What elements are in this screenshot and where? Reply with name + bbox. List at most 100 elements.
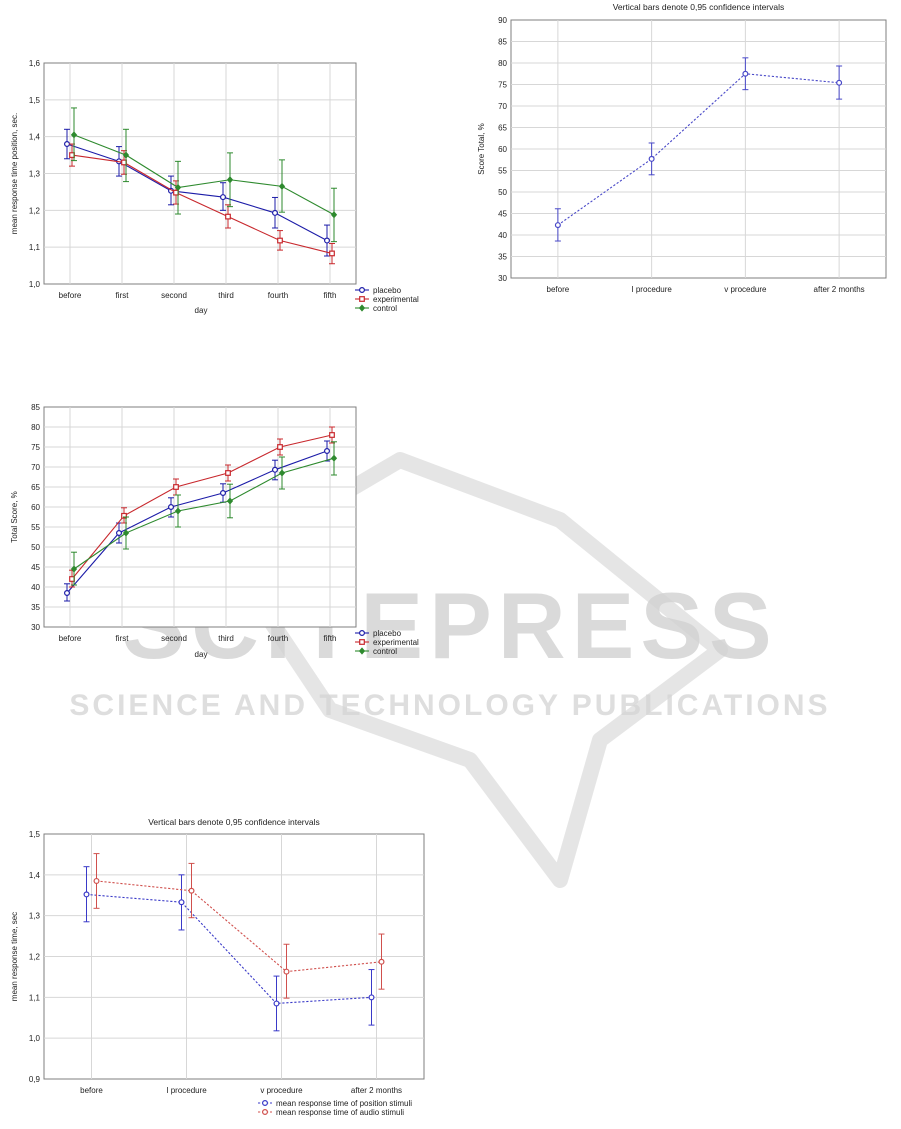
data-point: [122, 151, 130, 159]
legend-marker: [359, 287, 366, 294]
data-point: [277, 444, 283, 450]
data-point: [168, 503, 175, 510]
x-tick-label: third: [218, 291, 234, 300]
series: [83, 866, 375, 1032]
data-point: [378, 958, 385, 965]
x-tick-label: I procedure: [166, 1086, 207, 1095]
data-point: [368, 994, 375, 1001]
data-point: [63, 141, 70, 148]
data-point: [220, 194, 227, 201]
legend-label: experimental: [373, 638, 419, 647]
x-axis-title: day: [195, 306, 208, 315]
watermark-tagline: SCIENCE AND TECHNOLOGY PUBLICATIONS: [69, 689, 830, 722]
y-tick-label: 1,5: [29, 96, 41, 105]
y-tick-label: 1,0: [29, 280, 41, 289]
data-point: [272, 466, 279, 473]
data-point: [174, 507, 182, 515]
y-tick-label: 1,6: [29, 59, 41, 68]
data-point: [329, 250, 335, 257]
x-tick-label: fifth: [324, 634, 337, 643]
data-point: [278, 469, 286, 477]
x-axis-title: day: [195, 650, 208, 659]
data-point: [121, 512, 127, 519]
data-point: [173, 484, 179, 490]
data-point: [554, 222, 561, 229]
x-tick-label: before: [80, 1086, 103, 1095]
data-point: [226, 176, 234, 184]
y-tick-label: 85: [498, 38, 507, 47]
y-tick-label: 70: [31, 463, 40, 472]
legend-label: mean response time of position stimuli: [276, 1099, 412, 1108]
legend-marker: [262, 1109, 269, 1116]
chart-svg: 30 35 40 45 50 55 60 65 70 75 80 85 before first secon…: [10, 403, 419, 659]
y-axis-title: Score Total, %: [477, 123, 486, 174]
data-point: [122, 529, 130, 537]
y-axis-title: Total Score, %: [10, 491, 19, 543]
x-tick-label: first: [116, 634, 130, 643]
chart-title: Vertical bars denote 0,95 confidence int…: [613, 2, 785, 12]
y-tick-label: 55: [31, 523, 40, 532]
series-line: [86, 893, 372, 1005]
y-tick-label: 35: [31, 603, 40, 612]
legend-marker: [358, 647, 366, 655]
y-tick-label: 60: [31, 503, 40, 512]
y-tick-label: 75: [498, 81, 507, 90]
series-line: [66, 450, 328, 594]
legend: mean response time of position stimulime…: [258, 1099, 412, 1117]
series-line: [96, 880, 382, 973]
data-point: [324, 237, 331, 244]
data-point: [220, 489, 227, 496]
data-point: [225, 470, 231, 476]
data-point: [225, 213, 231, 220]
chart-score-total-procedures: 30 35 40 45 50 55 60 65 70 75 80 85 90 before I proced…: [470, 0, 895, 300]
chart-svg: 30 35 40 45 50 55 60 65 70 75 80 85 90 before I proced…: [477, 2, 887, 294]
y-tick-label: 1,4: [29, 133, 41, 142]
y-tick-label: 50: [498, 188, 507, 197]
series-line: [71, 154, 333, 254]
series: [69, 143, 335, 265]
series-line: [557, 73, 840, 226]
legend-marker: [359, 639, 365, 645]
y-tick-label: 1,3: [29, 912, 41, 921]
y-tick-label: 1,4: [29, 871, 41, 880]
y-tick-label: 1,1: [29, 993, 41, 1002]
series: [63, 440, 331, 602]
x-tick-label: fourth: [268, 291, 288, 300]
y-tick-label: 1,2: [29, 206, 41, 215]
data-point: [174, 183, 182, 192]
data-point: [330, 211, 338, 219]
y-tick-label: 55: [498, 167, 507, 176]
y-tick-label: 1,1: [29, 243, 41, 252]
x-tick-label: fourth: [268, 634, 288, 643]
y-tick-label: 80: [31, 423, 40, 432]
data-point: [178, 899, 185, 906]
y-tick-label: 40: [31, 583, 40, 592]
chart-svg: 0,9 1,0 1,1 1,2 1,3 1,4 1,5 before I procedure v …: [10, 817, 425, 1117]
series: [70, 107, 338, 243]
data-point: [272, 209, 279, 216]
x-tick-label: first: [116, 291, 130, 300]
data-point: [648, 155, 655, 162]
y-tick-label: 70: [498, 102, 507, 111]
x-tick-label: fifth: [324, 291, 337, 300]
y-tick-label: 30: [498, 274, 507, 283]
chart-mean-response-time-procedures: 0,9 1,0 1,1 1,2 1,3 1,4 1,5 before I procedure v …: [8, 812, 438, 1127]
data-point: [63, 590, 70, 597]
data-point: [70, 565, 78, 573]
y-tick-label: 35: [498, 253, 507, 262]
data-point: [330, 454, 338, 462]
x-tick-label: after 2 months: [351, 1086, 402, 1095]
data-point: [277, 237, 283, 244]
x-tick-label: before: [547, 285, 570, 294]
data-point: [278, 182, 286, 191]
x-tick-label: before: [59, 291, 82, 300]
series: [69, 426, 335, 588]
y-tick-label: 0,9: [29, 1075, 41, 1084]
data-point: [93, 877, 100, 884]
y-tick-label: 65: [31, 483, 40, 492]
y-tick-label: 90: [498, 16, 507, 25]
chart-total-score-by-day: 30 35 40 45 50 55 60 65 70 75 80 85 before first secon…: [8, 400, 438, 665]
plot-area: [43, 406, 357, 628]
